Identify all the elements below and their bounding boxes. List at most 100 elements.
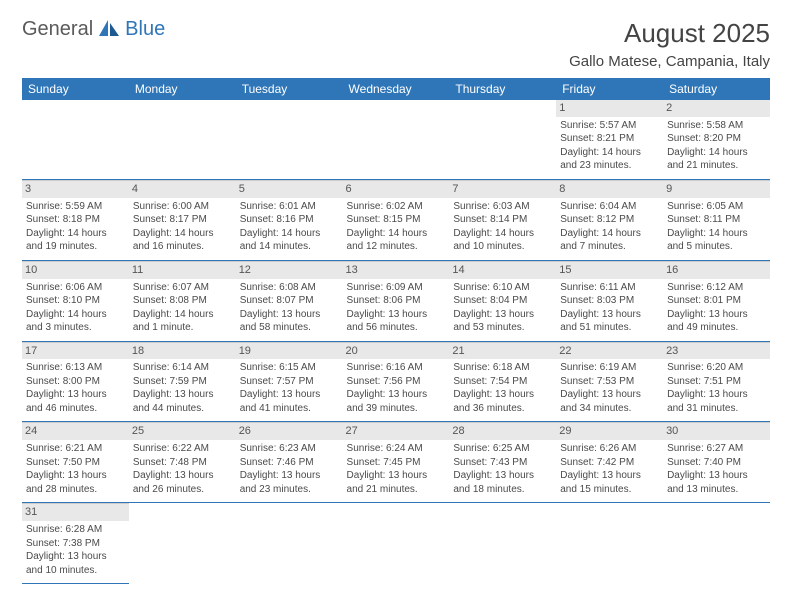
day-number: 3: [22, 180, 129, 198]
calendar-cell: [129, 100, 236, 179]
location: Gallo Matese, Campania, Italy: [569, 53, 770, 70]
daylight-text: Daylight: 13 hours and 34 minutes.: [560, 388, 659, 415]
calendar-week-row: 17Sunrise: 6:13 AMSunset: 8:00 PMDayligh…: [22, 341, 770, 422]
calendar-cell: [129, 503, 236, 584]
sunrise-text: Sunrise: 6:08 AM: [240, 281, 339, 295]
sunrise-text: Sunrise: 6:12 AM: [667, 281, 766, 295]
sunset-text: Sunset: 7:48 PM: [133, 456, 232, 470]
daylight-text: Daylight: 13 hours and 41 minutes.: [240, 388, 339, 415]
calendar-cell: 2Sunrise: 5:58 AMSunset: 8:20 PMDaylight…: [663, 100, 770, 179]
day-number: 29: [556, 422, 663, 440]
sunrise-text: Sunrise: 5:59 AM: [26, 200, 125, 214]
day-number: 14: [449, 261, 556, 279]
sunrise-text: Sunrise: 6:00 AM: [133, 200, 232, 214]
daylight-text: Daylight: 13 hours and 21 minutes.: [347, 469, 446, 496]
sunset-text: Sunset: 7:54 PM: [453, 375, 552, 389]
sunrise-text: Sunrise: 6:18 AM: [453, 361, 552, 375]
calendar-table: Sunday Monday Tuesday Wednesday Thursday…: [22, 78, 770, 584]
calendar-cell: 4Sunrise: 6:00 AMSunset: 8:17 PMDaylight…: [129, 179, 236, 260]
calendar-cell: 20Sunrise: 6:16 AMSunset: 7:56 PMDayligh…: [343, 341, 450, 422]
sunrise-text: Sunrise: 6:20 AM: [667, 361, 766, 375]
day-number: 2: [663, 100, 770, 117]
daylight-text: Daylight: 14 hours and 10 minutes.: [453, 227, 552, 254]
sunrise-text: Sunrise: 6:23 AM: [240, 442, 339, 456]
weekday-monday: Monday: [129, 78, 236, 100]
calendar-cell: [449, 100, 556, 179]
sunrise-text: Sunrise: 6:25 AM: [453, 442, 552, 456]
title-block: August 2025 Gallo Matese, Campania, Ital…: [569, 18, 770, 70]
sunset-text: Sunset: 8:06 PM: [347, 294, 446, 308]
daylight-text: Daylight: 13 hours and 15 minutes.: [560, 469, 659, 496]
sunset-text: Sunset: 7:46 PM: [240, 456, 339, 470]
sunset-text: Sunset: 8:16 PM: [240, 213, 339, 227]
sunset-text: Sunset: 8:08 PM: [133, 294, 232, 308]
calendar-cell: [236, 503, 343, 584]
logo: General Blue: [22, 18, 165, 41]
day-number: 20: [343, 342, 450, 360]
daylight-text: Daylight: 13 hours and 49 minutes.: [667, 308, 766, 335]
calendar-week-row: 31Sunrise: 6:28 AMSunset: 7:38 PMDayligh…: [22, 503, 770, 584]
calendar-cell: 17Sunrise: 6:13 AMSunset: 8:00 PMDayligh…: [22, 341, 129, 422]
sunrise-text: Sunrise: 6:02 AM: [347, 200, 446, 214]
sunset-text: Sunset: 7:43 PM: [453, 456, 552, 470]
sunrise-text: Sunrise: 6:11 AM: [560, 281, 659, 295]
calendar-cell: 9Sunrise: 6:05 AMSunset: 8:11 PMDaylight…: [663, 179, 770, 260]
day-number: 17: [22, 342, 129, 360]
daylight-text: Daylight: 13 hours and 36 minutes.: [453, 388, 552, 415]
sunset-text: Sunset: 7:59 PM: [133, 375, 232, 389]
daylight-text: Daylight: 13 hours and 51 minutes.: [560, 308, 659, 335]
calendar-cell: 6Sunrise: 6:02 AMSunset: 8:15 PMDaylight…: [343, 179, 450, 260]
sunrise-text: Sunrise: 5:57 AM: [560, 119, 659, 133]
day-number: 6: [343, 180, 450, 198]
calendar-cell: 31Sunrise: 6:28 AMSunset: 7:38 PMDayligh…: [22, 503, 129, 584]
sunrise-text: Sunrise: 6:07 AM: [133, 281, 232, 295]
calendar-cell: 22Sunrise: 6:19 AMSunset: 7:53 PMDayligh…: [556, 341, 663, 422]
sunrise-text: Sunrise: 6:24 AM: [347, 442, 446, 456]
day-number: 9: [663, 180, 770, 198]
daylight-text: Daylight: 13 hours and 53 minutes.: [453, 308, 552, 335]
daylight-text: Daylight: 14 hours and 12 minutes.: [347, 227, 446, 254]
daylight-text: Daylight: 14 hours and 1 minute.: [133, 308, 232, 335]
day-number: 18: [129, 342, 236, 360]
sunrise-text: Sunrise: 6:01 AM: [240, 200, 339, 214]
daylight-text: Daylight: 14 hours and 5 minutes.: [667, 227, 766, 254]
calendar-cell: 16 Sunrise: 6:12 AMSunset: 8:01 PMDayligh…: [663, 260, 770, 341]
daylight-text: Daylight: 14 hours and 14 minutes.: [240, 227, 339, 254]
day-number: 24: [22, 422, 129, 440]
sunset-text: Sunset: 8:18 PM: [26, 213, 125, 227]
day-number: 13: [343, 261, 450, 279]
calendar-week-row: 1Sunrise: 5:57 AMSunset: 8:21 PMDaylight…: [22, 100, 770, 179]
header: General Blue August 2025 Gallo Matese, C…: [22, 18, 770, 70]
day-number: 1: [556, 100, 663, 117]
day-number: 31: [22, 503, 129, 521]
day-number: 25: [129, 422, 236, 440]
calendar-cell: 30Sunrise: 6:27 AMSunset: 7:40 PMDayligh…: [663, 422, 770, 503]
logo-text-general: General: [22, 18, 93, 41]
sunset-text: Sunset: 7:51 PM: [667, 375, 766, 389]
day-number: 27: [343, 422, 450, 440]
day-number: 21: [449, 342, 556, 360]
day-number: 19: [236, 342, 343, 360]
daylight-text: Daylight: 13 hours and 31 minutes.: [667, 388, 766, 415]
sunset-text: Sunset: 8:01 PM: [667, 294, 766, 308]
calendar-cell: [449, 503, 556, 584]
calendar-cell: 15Sunrise: 6:11 AMSunset: 8:03 PMDayligh…: [556, 260, 663, 341]
calendar-cell: 28Sunrise: 6:25 AMSunset: 7:43 PMDayligh…: [449, 422, 556, 503]
weekday-saturday: Saturday: [663, 78, 770, 100]
day-number: 16: [663, 261, 770, 279]
sunrise-text: Sunrise: 6:06 AM: [26, 281, 125, 295]
sunset-text: Sunset: 7:45 PM: [347, 456, 446, 470]
daylight-text: Daylight: 14 hours and 21 minutes.: [667, 146, 766, 173]
calendar-cell: [343, 100, 450, 179]
sail-icon: [97, 18, 121, 41]
calendar-cell: 7Sunrise: 6:03 AMSunset: 8:14 PMDaylight…: [449, 179, 556, 260]
weekday-header-row: Sunday Monday Tuesday Wednesday Thursday…: [22, 78, 770, 100]
calendar-week-row: 3 Sunrise: 5:59 AMSunset: 8:18 PM Daylight…: [22, 179, 770, 260]
calendar-cell: 27 Sunrise: 6:24 AMSunset: 7:45 PMDayligh…: [343, 422, 450, 503]
day-number: 4: [129, 180, 236, 198]
daylight-text: Daylight: 13 hours and 46 minutes.: [26, 388, 125, 415]
sunrise-text: Sunrise: 6:03 AM: [453, 200, 552, 214]
calendar-cell: 18Sunrise: 6:14 AMSunset: 7:59 PMDayligh…: [129, 341, 236, 422]
day-number: 12: [236, 261, 343, 279]
day-number: 15: [556, 261, 663, 279]
